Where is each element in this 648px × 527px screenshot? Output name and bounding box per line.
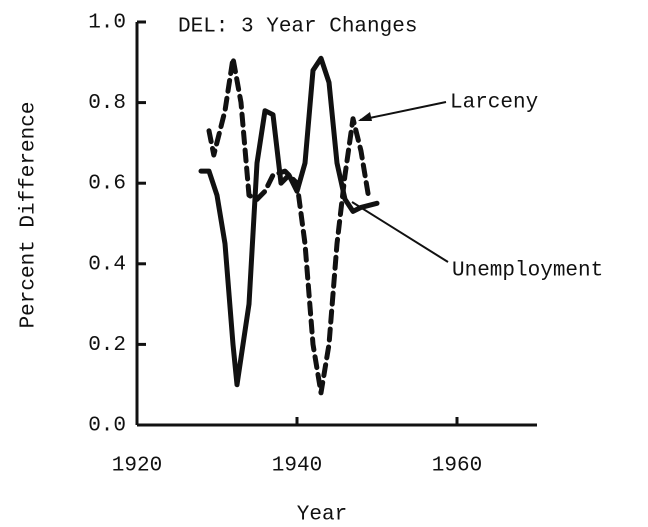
y-tick-label: 0.0: [88, 415, 126, 438]
series-label: Larceny: [450, 92, 538, 115]
y-tick-label: 0.6: [88, 173, 126, 196]
series-label: Unemployment: [452, 260, 603, 283]
y-tick-label: 0.4: [88, 253, 126, 276]
y-axis-label: Percent Difference: [18, 102, 41, 329]
y-tick-label: 0.8: [88, 92, 126, 115]
line-series: [198, 55, 380, 388]
chart-title: DEL: 3 Year Changes: [178, 16, 417, 39]
arrowhead: [358, 112, 372, 121]
x-tick-label: 1940: [272, 455, 322, 478]
y-tick-label: 1.0: [88, 12, 126, 35]
x-tick-label: 1960: [432, 455, 482, 478]
y-tick-label: 0.2: [88, 334, 126, 357]
arrow: [359, 101, 447, 121]
x-axis-label: Year: [297, 504, 347, 527]
arrow: [351, 201, 449, 263]
x-tick-label: 1920: [112, 455, 162, 478]
